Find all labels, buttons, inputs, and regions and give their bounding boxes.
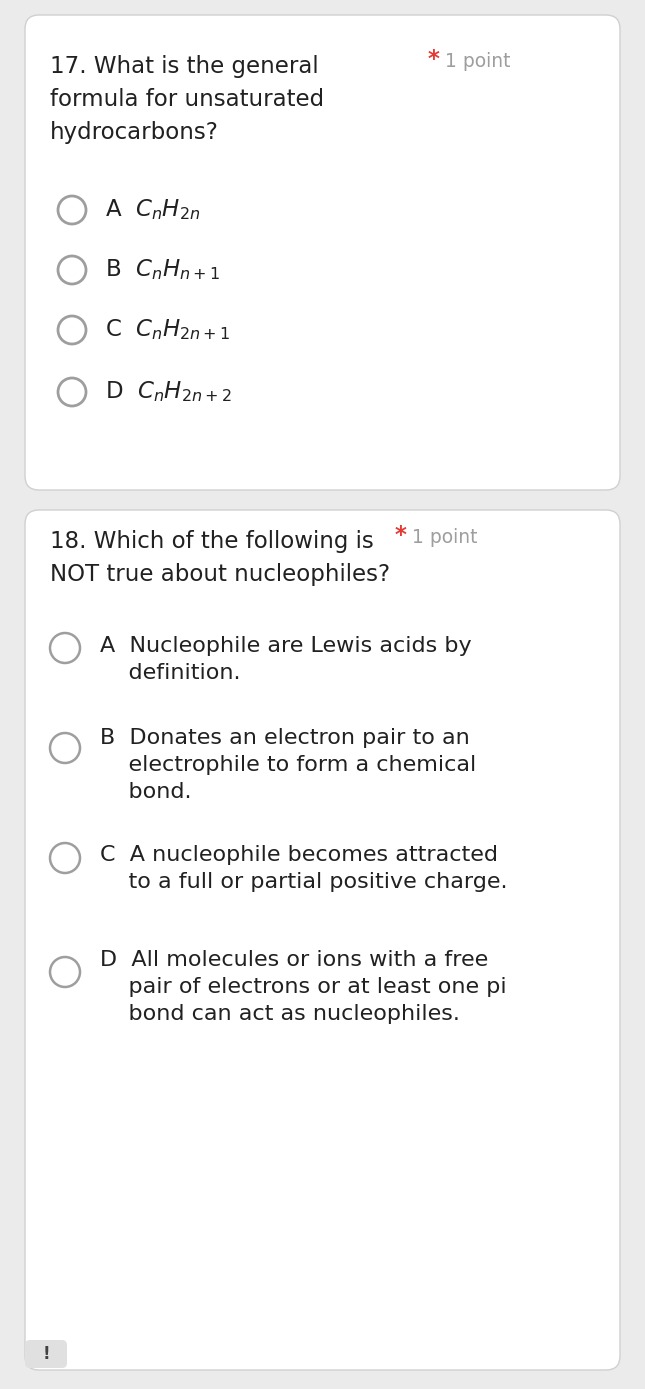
Text: bond can act as nucleophiles.: bond can act as nucleophiles. <box>100 1004 460 1024</box>
Text: A  Nucleophile are Lewis acids by: A Nucleophile are Lewis acids by <box>100 636 471 656</box>
FancyBboxPatch shape <box>25 15 620 490</box>
Text: C  $C_nH_{2n+1}$: C $C_nH_{2n+1}$ <box>105 318 230 343</box>
Text: A  $C_nH_{2n}$: A $C_nH_{2n}$ <box>105 197 201 222</box>
Text: hydrocarbons?: hydrocarbons? <box>50 121 219 144</box>
Text: definition.: definition. <box>100 663 241 683</box>
Text: electrophile to form a chemical: electrophile to form a chemical <box>100 756 476 775</box>
FancyBboxPatch shape <box>25 1340 67 1368</box>
FancyBboxPatch shape <box>25 510 620 1370</box>
Text: *: * <box>428 49 440 71</box>
Text: !: ! <box>42 1345 50 1363</box>
Text: D  All molecules or ions with a free: D All molecules or ions with a free <box>100 950 488 970</box>
Text: B  Donates an electron pair to an: B Donates an electron pair to an <box>100 728 470 749</box>
Text: 18. Which of the following is: 18. Which of the following is <box>50 531 373 553</box>
Text: B  $C_nH_{n+1}$: B $C_nH_{n+1}$ <box>105 257 220 282</box>
Text: bond.: bond. <box>100 782 192 801</box>
Text: *: * <box>395 524 407 547</box>
Text: D  $C_nH_{2n+2}$: D $C_nH_{2n+2}$ <box>105 379 232 404</box>
Text: NOT true about nucleophiles?: NOT true about nucleophiles? <box>50 563 390 586</box>
Text: 1 point: 1 point <box>445 51 510 71</box>
Text: 1 point: 1 point <box>412 528 477 547</box>
Text: 17. What is the general: 17. What is the general <box>50 56 319 78</box>
Text: pair of electrons or at least one pi: pair of electrons or at least one pi <box>100 976 506 997</box>
Text: C  A nucleophile becomes attracted: C A nucleophile becomes attracted <box>100 845 498 865</box>
Text: formula for unsaturated: formula for unsaturated <box>50 88 324 111</box>
Text: to a full or partial positive charge.: to a full or partial positive charge. <box>100 872 508 892</box>
